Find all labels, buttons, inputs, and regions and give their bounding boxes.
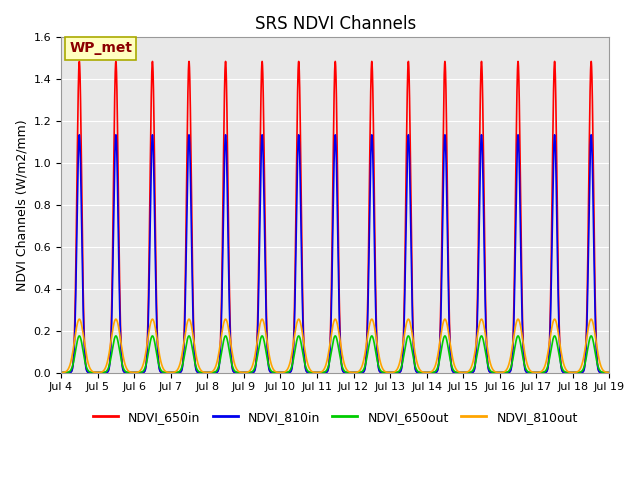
Y-axis label: NDVI Channels (W/m2/mm): NDVI Channels (W/m2/mm) bbox=[15, 119, 28, 291]
Legend: NDVI_650in, NDVI_810in, NDVI_650out, NDVI_810out: NDVI_650in, NDVI_810in, NDVI_650out, NDV… bbox=[88, 406, 583, 429]
Title: SRS NDVI Channels: SRS NDVI Channels bbox=[255, 15, 416, 33]
Text: WP_met: WP_met bbox=[69, 41, 132, 55]
